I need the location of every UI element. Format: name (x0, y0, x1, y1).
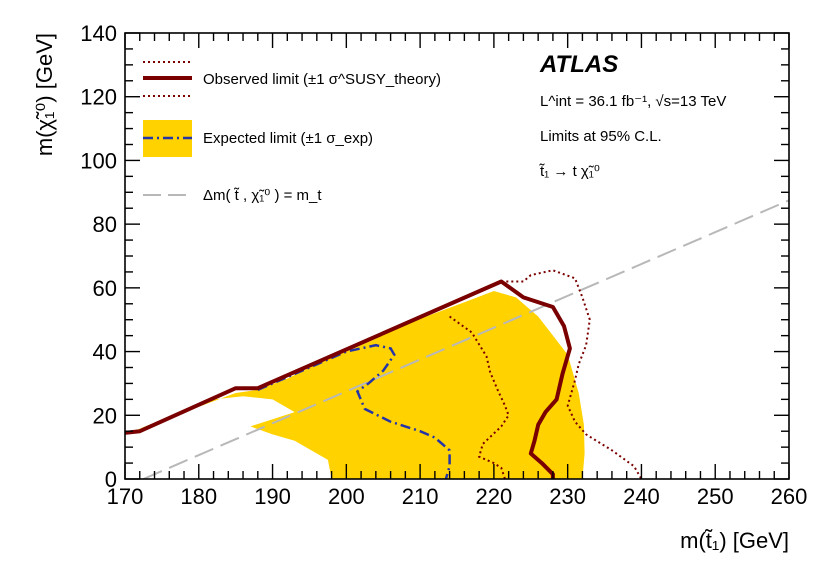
y-tick-label: 120 (80, 85, 117, 110)
legend: Observed limit (±1 σ^SUSY_theory) Expect… (143, 61, 441, 204)
x-tick-label: 230 (549, 484, 586, 509)
y-tick-label: 0 (105, 467, 117, 492)
y-tick-label: 60 (93, 276, 117, 301)
tick-labels: 170 180 190 200 210 220 230 240 250 260 0 20 40 60 80 1… (80, 21, 807, 509)
observed-plus-curve (501, 269, 643, 479)
y-tick-label: 80 (93, 212, 117, 237)
x-tick-label: 260 (771, 484, 808, 509)
y-tick-label: 20 (93, 403, 117, 428)
y-tick-label: 40 (93, 340, 117, 365)
x-tick-label: 170 (107, 484, 144, 509)
x-tick-label: 200 (328, 484, 365, 509)
kinematic-curve (143, 199, 789, 479)
y-tick-label: 100 (80, 148, 117, 173)
plot-curves (125, 199, 789, 479)
x-tick-label: 240 (623, 484, 660, 509)
confidence-label: Limits at 95% C.L. (540, 128, 662, 145)
y-tick-label: 140 (80, 21, 117, 46)
x-tick-label: 210 (402, 484, 439, 509)
x-tick-label: 250 (697, 484, 734, 509)
lumi-label: L^int = 36.1 fb⁻¹, √s=13 TeV (540, 93, 726, 110)
legend-observed-label: Observed limit (±1 σ^SUSY_theory) (203, 71, 441, 88)
legend-expected-label: Expected limit (±1 σ_exp) (203, 130, 373, 147)
experiment-label: ATLAS (539, 51, 618, 78)
x-tick-label: 190 (254, 484, 291, 509)
process-label: t̃₁ → t χ̃₁⁰ (538, 163, 599, 180)
axis-ticks (124, 32, 790, 480)
x-axis-title: m(t̃₁) [GeV] (680, 528, 789, 553)
x-tick-label: 180 (180, 484, 217, 509)
y-axis-title: m(χ̃₁⁰) [GeV] (32, 33, 57, 156)
x-tick-label: 220 (476, 484, 513, 509)
observed-minus-curve (449, 315, 510, 479)
observed-curve (125, 279, 572, 479)
legend-kinematic-label: Δm( t̃ , χ̃₁⁰ ) = m_t (203, 187, 322, 204)
